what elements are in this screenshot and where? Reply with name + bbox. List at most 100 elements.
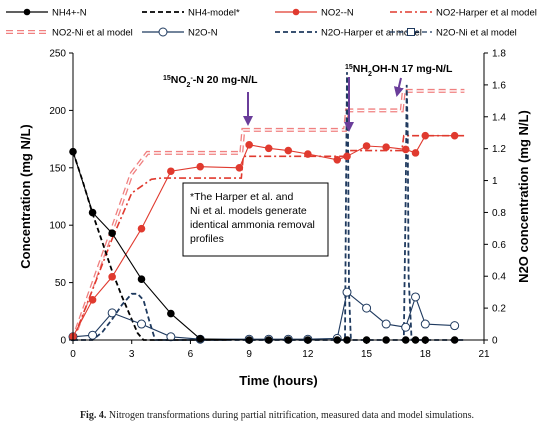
- x-tick-label: 21: [478, 349, 490, 360]
- annotation-15nh2oh-part: NH: [353, 63, 368, 75]
- legend-item: NO2-Harper et al model: [390, 8, 537, 19]
- legend-item: NH4+-N: [6, 8, 87, 19]
- note-line: profiles: [190, 233, 224, 245]
- legend-label: N2O-Ni et al model: [436, 28, 517, 39]
- legend-item: NO2-Ni et al model: [6, 28, 133, 39]
- x-tick-label: 15: [361, 349, 373, 360]
- annotation-15nh2oh-part: 15: [345, 64, 353, 71]
- data-point: [362, 303, 372, 313]
- data-point: [382, 143, 390, 151]
- annotation-15no2-part: 15: [163, 75, 171, 82]
- data-point: [401, 145, 410, 154]
- legend-marker: [292, 8, 300, 16]
- x-tick-label: 18: [420, 349, 432, 360]
- series-no2-harper-et-al-model: [72, 134, 465, 341]
- x-tick-label: 6: [188, 349, 194, 360]
- legend-marker: [158, 27, 168, 37]
- data-point: [235, 164, 244, 172]
- y-tick-label: 200: [49, 106, 66, 117]
- data-point: [411, 292, 420, 302]
- data-point: [167, 309, 175, 318]
- legend-item: N2O-Ni et al model: [390, 28, 517, 39]
- data-point: [450, 321, 460, 331]
- note-line: identical ammonia removal: [190, 219, 315, 231]
- data-point: [411, 149, 420, 157]
- data-point: [166, 332, 176, 342]
- annotation-15no2-part: -N 20 mg-N/L: [193, 74, 258, 86]
- annotation-15no2-part: NO: [171, 74, 187, 86]
- data-point: [137, 224, 146, 233]
- data-point: [245, 141, 253, 149]
- note-box: [182, 182, 329, 257]
- annotation-15no2-part: -: [190, 75, 193, 82]
- data-point: [362, 142, 371, 150]
- series-n2o-harper-et-al-model: [73, 72, 465, 341]
- legend-marker: [23, 8, 31, 16]
- data-point: [108, 273, 116, 281]
- data-point: [88, 330, 98, 340]
- data-point: [421, 131, 430, 140]
- series-line: [72, 134, 465, 341]
- note-line: *The Harper et al. and: [190, 191, 293, 203]
- caption-label: Fig. 4.: [79, 410, 107, 421]
- data-point: [107, 308, 117, 318]
- note-line: Ni et al. models generate: [190, 205, 307, 217]
- data-point: [108, 229, 116, 238]
- data-point: [196, 335, 205, 343]
- series-line: [73, 72, 465, 341]
- data-point: [420, 319, 430, 329]
- legend-label: NH4-model*: [188, 8, 240, 19]
- legend: NH4+-N NH4-model* NO2--N NO2-Harper et al m…: [6, 8, 537, 39]
- legend-label: NO2-Harper et al model: [436, 8, 537, 19]
- legend-item: NH4-model*: [142, 8, 240, 19]
- y2-tick-label: 0.6: [492, 240, 506, 251]
- data-point: [88, 296, 97, 304]
- data-point: [343, 152, 351, 161]
- legend-label: NO2-Ni et al model: [52, 28, 133, 39]
- series-no2-n: [69, 131, 459, 341]
- y-tick-label: 100: [49, 221, 66, 232]
- data-point: [167, 167, 175, 176]
- axes: 0 3 6 9 12 15 18 2105010015020025000.20.40.60.8…: [18, 49, 531, 389]
- annotation-15nh2oh-part: 2: [368, 71, 372, 78]
- legend-item: N2O-N: [142, 27, 218, 39]
- data-point: [304, 150, 312, 158]
- y2-tick-label: 0.4: [492, 272, 506, 283]
- x-tick-label: 0: [70, 349, 76, 360]
- annotation-15nh2oh-part: OH-N 17 mg-N/L: [372, 63, 453, 75]
- y-axis-label: Concentration (mg N/L): [18, 124, 33, 268]
- y2-tick-label: 1.8: [492, 49, 506, 60]
- y2-tick-label: 0.8: [492, 208, 506, 219]
- arrow-15nh2oh-2: [393, 77, 404, 97]
- legend-label: NH4+-N: [52, 8, 87, 19]
- caption-text: Nitrogen transformations during partial …: [108, 410, 475, 421]
- data-point: [450, 131, 459, 140]
- annotation-15no2-part: 2: [187, 82, 191, 89]
- y2-tick-label: 1: [492, 176, 498, 187]
- data-point: [333, 155, 342, 164]
- legend-label: N2O-N: [188, 28, 218, 39]
- series-line: [72, 291, 455, 340]
- y2-tick-label: 1.6: [492, 80, 506, 91]
- figure: NH4+-N NH4-model* NO2--N NO2-Harper et al m…: [6, 8, 537, 389]
- data-point: [264, 144, 273, 153]
- data-point: [196, 162, 205, 171]
- x-tick-label: 9: [246, 349, 252, 360]
- legend-label: N2O-Harper et al model: [321, 28, 422, 39]
- x-tick-label: 3: [129, 349, 135, 360]
- y2-tick-label: 1.4: [492, 112, 506, 123]
- data-point: [88, 208, 97, 217]
- legend-item: N2O-Harper et al model: [275, 28, 422, 39]
- y2-tick-label: 0: [492, 336, 498, 347]
- data-point: [284, 146, 293, 155]
- legend-item: NO2--N: [275, 8, 354, 19]
- data-point: [381, 319, 391, 329]
- y-tick-label: 50: [55, 278, 67, 289]
- series-n2o-n: [68, 287, 460, 344]
- annotation-15no2: 15NO2--N 20 mg-N/L: [163, 74, 258, 89]
- y2-axis-label: N2O concentration (mg N/L): [516, 110, 531, 283]
- y-tick-label: 150: [49, 163, 66, 174]
- figure-caption: Fig. 4. Nitrogen transformations during …: [0, 410, 554, 421]
- legend-label: NO2--N: [321, 8, 354, 19]
